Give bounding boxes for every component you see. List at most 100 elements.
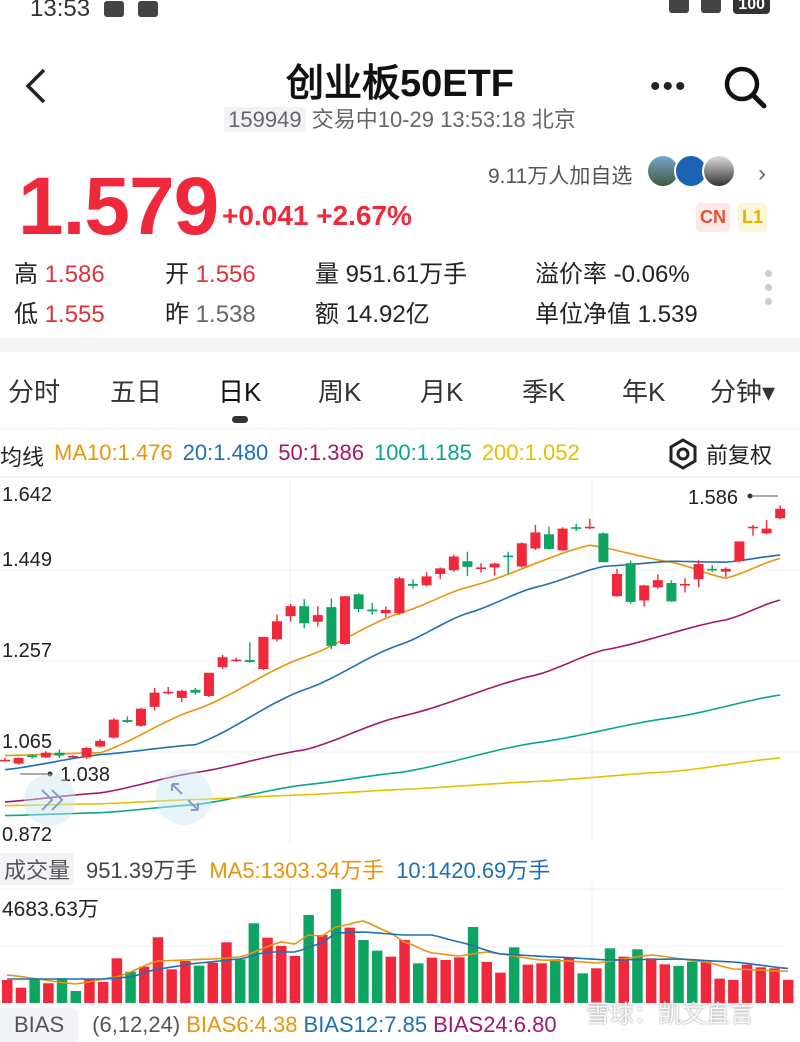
tab-5[interactable]: 季K bbox=[522, 377, 566, 407]
volume-bar bbox=[413, 963, 424, 1003]
avatar-group[interactable] bbox=[646, 154, 736, 188]
bias-item: BIAS12:7.85 bbox=[303, 1012, 428, 1037]
watchers-count[interactable]: 9.11万人加自选 bbox=[488, 165, 633, 188]
subtitle: 159949 交易中10-29 13:53:18 北京 bbox=[0, 102, 800, 134]
adjust-button[interactable]: 前复权 bbox=[668, 438, 772, 470]
candle-body bbox=[13, 757, 24, 764]
stat-label: 开 bbox=[165, 261, 189, 288]
volume-bar bbox=[522, 964, 534, 1003]
divider bbox=[0, 476, 800, 478]
volume-bar bbox=[454, 957, 465, 1003]
tab-4[interactable]: 月K bbox=[420, 377, 464, 407]
stat-3: 溢价率 -0.06% bbox=[535, 254, 690, 289]
bias-item: BIAS24:6.80 bbox=[433, 1012, 557, 1037]
candle-body bbox=[326, 607, 337, 646]
volume-bar bbox=[782, 979, 794, 1003]
stat-value: 1.539 bbox=[637, 301, 698, 328]
stat-label: 高 bbox=[14, 261, 38, 288]
tab-7[interactable]: 分钟▾ bbox=[710, 377, 776, 407]
tab-6[interactable]: 年K bbox=[622, 377, 666, 407]
ma-line-200 bbox=[4, 757, 781, 807]
scroll-left-button[interactable] bbox=[24, 774, 76, 826]
adjust-label: 前复权 bbox=[706, 443, 773, 468]
chevron-right-icon[interactable]: › bbox=[758, 160, 766, 187]
candle-body bbox=[775, 508, 786, 519]
l1-badge: L1 bbox=[738, 203, 768, 232]
candle-body bbox=[176, 690, 187, 698]
volume-bar bbox=[536, 963, 547, 1003]
fullscreen-button[interactable] bbox=[156, 769, 212, 825]
candle-body bbox=[122, 720, 133, 722]
current-price: 1.579 bbox=[18, 161, 219, 252]
battery-icon: 100 bbox=[733, 0, 770, 14]
cn-badge: CN bbox=[696, 203, 730, 232]
volume-bar bbox=[139, 966, 150, 1003]
candle-body bbox=[516, 543, 527, 567]
candle-body bbox=[693, 564, 704, 580]
volume-bar bbox=[152, 937, 164, 1003]
y-tick-label: 1.642 bbox=[2, 484, 52, 506]
volume-bar bbox=[317, 934, 328, 1003]
avatar bbox=[702, 154, 736, 188]
stat-value: 1.555 bbox=[44, 301, 105, 328]
stat-label: 单位净值 bbox=[535, 301, 631, 328]
volume-bar bbox=[330, 889, 342, 1003]
y-tick-label: 0.872 bbox=[2, 824, 52, 846]
stat-label: 溢价率 bbox=[535, 261, 607, 288]
chevron-left-icon[interactable] bbox=[18, 66, 58, 106]
divider bbox=[0, 338, 800, 352]
expand-icon bbox=[171, 783, 199, 811]
change-pct: +2.67% bbox=[316, 200, 412, 231]
volume-bar bbox=[467, 926, 479, 1003]
ma-legend-item: MA10:1.476 bbox=[54, 440, 173, 465]
candle-body bbox=[748, 526, 758, 529]
low-marker-label: 1.038 bbox=[60, 764, 110, 786]
y-tick-label: 1.065 bbox=[2, 731, 52, 753]
candle-body bbox=[666, 583, 677, 602]
candle-body bbox=[312, 615, 323, 622]
bias-legend: BIAS (6,12,24) BIAS6:4.38 BIAS12:7.85 BIAS… bbox=[0, 1008, 557, 1042]
notification-icon bbox=[104, 1, 125, 17]
bias-tab[interactable]: BIAS bbox=[0, 1008, 79, 1042]
volume-bar bbox=[180, 960, 191, 1003]
high-marker-label: 1.586 bbox=[688, 487, 738, 509]
candle-body bbox=[652, 580, 663, 588]
stat-value: 1.556 bbox=[195, 261, 256, 288]
stat-value: 951.61万手 bbox=[345, 261, 468, 288]
status-time: 13:53 bbox=[30, 0, 91, 22]
candle-body bbox=[81, 747, 92, 758]
more-dots-icon[interactable]: ••• bbox=[650, 70, 688, 103]
tab-0[interactable]: 分时 bbox=[8, 377, 61, 407]
active-tab-indicator bbox=[232, 416, 248, 423]
wifi-icon bbox=[701, 0, 722, 13]
volume-bar bbox=[2, 979, 13, 1003]
tab-3[interactable]: 周K bbox=[318, 377, 362, 407]
double-chevron-icon bbox=[41, 789, 64, 811]
candle-body bbox=[40, 752, 51, 758]
stat-value: 1.538 bbox=[195, 301, 256, 328]
tab-1[interactable]: 五日 bbox=[110, 377, 163, 407]
high-marker-dot bbox=[747, 493, 753, 499]
tab-2[interactable]: 日K bbox=[218, 377, 262, 407]
volume-current: 951.39万手 bbox=[86, 858, 198, 883]
y-tick-label: 1.449 bbox=[2, 549, 52, 571]
candle-body bbox=[544, 534, 554, 549]
volume-bar bbox=[399, 939, 410, 1003]
search-icon[interactable] bbox=[722, 64, 768, 110]
ma-line-50 bbox=[4, 599, 781, 803]
volume-bar bbox=[755, 967, 766, 1003]
app-icon bbox=[138, 1, 159, 17]
candle-body bbox=[394, 578, 405, 614]
more-vertical-icon[interactable] bbox=[765, 270, 772, 305]
stat-2: 量 951.61万手 bbox=[315, 254, 467, 289]
candle-body bbox=[448, 556, 459, 571]
candle-body bbox=[217, 657, 228, 668]
candle-body bbox=[149, 692, 160, 707]
candle-body bbox=[340, 596, 350, 644]
divider bbox=[0, 428, 800, 429]
volume-bar bbox=[550, 959, 561, 1003]
volume-bar bbox=[262, 937, 273, 1003]
stat-6: 额 14.92亿 bbox=[315, 294, 430, 329]
settings-hex-icon bbox=[669, 438, 697, 470]
period-tabs: 分时 五日 日K 周K 月K 季K 年K 分钟▾ bbox=[0, 372, 800, 407]
